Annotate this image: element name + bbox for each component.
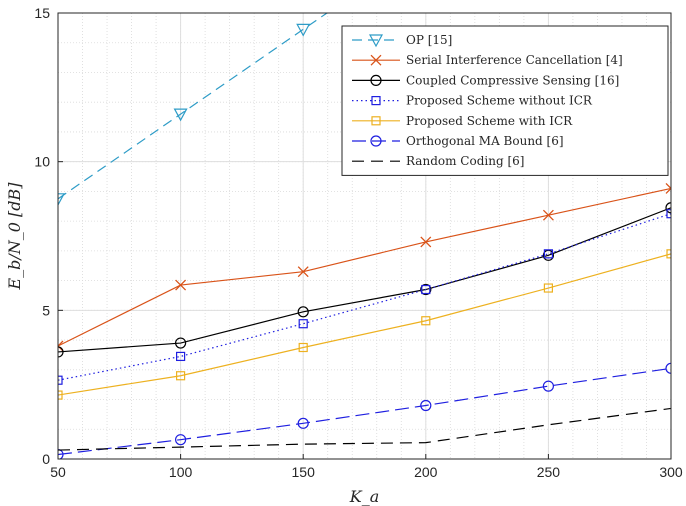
series-layer: [58, 13, 671, 459]
series-3: [58, 209, 671, 385]
legend-label: Serial Interference Cancellation [4]: [406, 53, 623, 67]
data-point: [542, 380, 555, 392]
y-tick-label: 5: [42, 302, 50, 318]
data-point: [175, 337, 187, 349]
data-point: [58, 375, 63, 385]
y-tick-label: 10: [34, 154, 50, 170]
y-tick-label: 0: [42, 451, 50, 467]
data-point: [176, 351, 186, 362]
data-point: [420, 283, 432, 296]
data-point: [297, 306, 309, 318]
data-point: [298, 342, 308, 353]
legend-label: Proposed Scheme with ICR: [406, 114, 573, 128]
legend: OP [15] Serial Interference Cancellation …: [341, 25, 669, 176]
data-point: [176, 371, 186, 381]
legend-marker: [371, 95, 381, 106]
series-6: [58, 407, 671, 451]
legend-marker: [370, 74, 382, 87]
legend-entry-4: Proposed Scheme with ICR: [352, 114, 573, 128]
data-point: [666, 249, 671, 259]
data-point: [58, 390, 63, 400]
legend-label: Coupled Compressive Sensing [16]: [406, 73, 619, 87]
data-point: [421, 316, 431, 326]
x-tick-label: 100: [169, 464, 193, 480]
legend-label: Random Coding [6]: [406, 154, 524, 168]
data-point: [542, 209, 554, 221]
series-line: [58, 253, 671, 396]
data-point: [420, 236, 432, 248]
data-point: [543, 249, 554, 259]
data-point: [665, 202, 671, 214]
legend-marker: [370, 135, 382, 147]
series-1: [58, 182, 671, 352]
legend-entry-1: Serial Interference Cancellation [4]: [352, 53, 623, 67]
legend-label: OP [15]: [406, 33, 452, 47]
legend-marker: [370, 54, 382, 66]
legend-box: [341, 25, 669, 176]
ticks: 50 100 150 200 250 300 0 5 10 15: [34, 5, 682, 480]
series-line: [58, 367, 671, 456]
data-point: [58, 448, 64, 459]
data-point: [175, 434, 187, 446]
legend-marker: [368, 34, 384, 48]
data-point: [297, 266, 309, 278]
data-point: [420, 399, 432, 412]
data-point: [58, 193, 66, 207]
series-4: [58, 249, 671, 400]
legend-entry-5: Orthogonal MA Bound [6]: [352, 134, 564, 148]
x-tick-label: 50: [50, 464, 66, 480]
series-5: [58, 362, 671, 459]
data-point: [297, 417, 309, 429]
legend-entry-3: Proposed Scheme without ICR: [352, 94, 593, 108]
series-line: [58, 13, 329, 200]
legend-entry-2: Coupled Compressive Sensing [16]: [352, 73, 619, 87]
legend-label: Proposed Scheme without ICR: [406, 94, 593, 108]
data-point: [175, 279, 187, 291]
series-line: [58, 407, 671, 451]
data-point: [666, 209, 671, 219]
x-tick-label: 200: [414, 464, 438, 480]
x-tick-label: 250: [537, 464, 561, 480]
series-0: [58, 13, 329, 207]
data-point: [665, 182, 671, 194]
legend-label: Orthogonal MA Bound [6]: [406, 134, 564, 148]
y-tick-label: 15: [34, 5, 50, 21]
data-point: [665, 362, 671, 374]
legend-entry-6: Random Coding [6]: [352, 154, 524, 168]
data-point: [58, 340, 64, 352]
data-point: [296, 23, 311, 37]
legend-entry-0: OP [15]: [352, 33, 452, 48]
series-line: [58, 207, 671, 353]
axes-box: [57, 12, 672, 460]
data-point: [421, 284, 431, 295]
data-point: [298, 319, 308, 329]
data-point: [173, 108, 188, 122]
legend-marker: [371, 116, 381, 126]
x-axis-label: K_a: [349, 487, 380, 506]
series-line: [58, 187, 671, 347]
data-point: [543, 283, 554, 293]
x-tick-label: 300: [659, 464, 683, 480]
data-point: [58, 346, 64, 358]
x-tick-label: 150: [292, 464, 316, 480]
y-axis-label: E_b/N_0 [dB]: [5, 182, 24, 291]
series-line: [58, 213, 671, 381]
